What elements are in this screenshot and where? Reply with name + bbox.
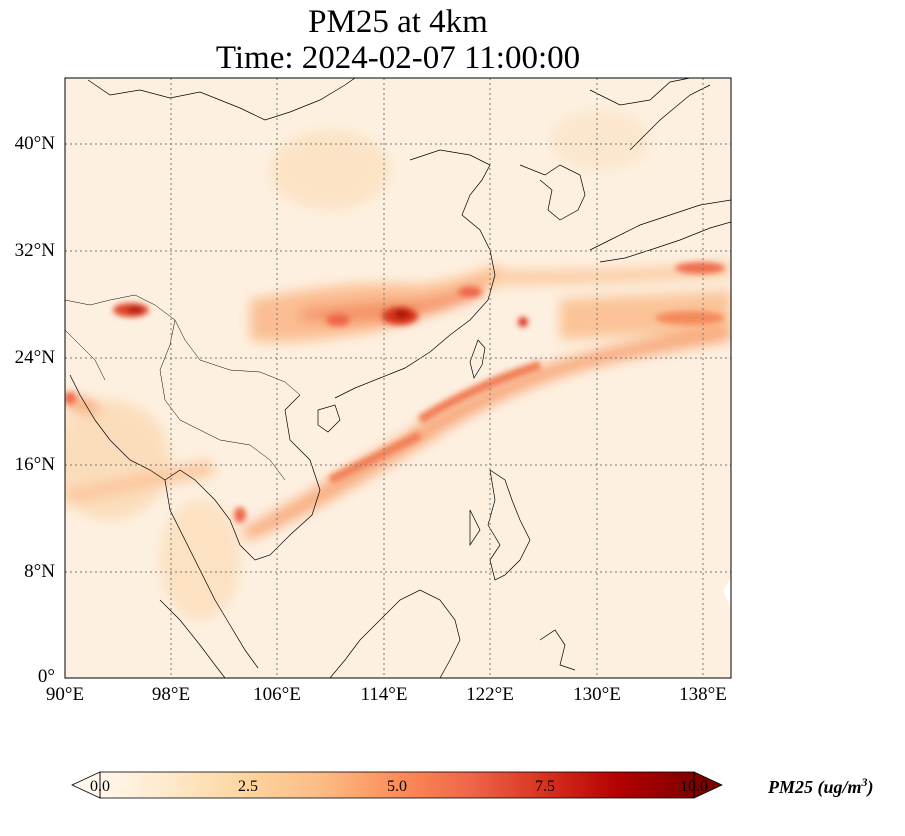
map-title-variable: PM25 at 4km (308, 4, 488, 40)
lon-label-122e: 122°E (466, 684, 514, 705)
lat-label-24n: 24°N (14, 347, 55, 368)
lon-label-90e: 90°E (45, 684, 85, 705)
colorbar-tick-0: 0.0 (90, 778, 110, 795)
colorbar-label-superscript: 3 (861, 775, 868, 789)
colorbar-label: PM25 (ug/m3) (768, 775, 874, 798)
colorbar-tick-2-5: 2.5 (238, 778, 258, 795)
lon-label-98e: 98°E (151, 684, 191, 705)
map-title-time: Time: 2024-02-07 11:00:00 (215, 40, 581, 76)
graticule (65, 78, 731, 678)
lon-label-106e: 106°E (253, 684, 301, 705)
colorbar-tick-10: 10.0 (680, 778, 708, 795)
map-frame (64, 77, 732, 679)
colorbar-tick-5: 5.0 (387, 778, 407, 795)
lat-label-32n: 32°N (14, 240, 55, 261)
lon-label-114e: 114°E (360, 684, 408, 705)
colorbar-label-text: PM25 (ug/m (768, 777, 862, 797)
lat-label-0: 0° (37, 666, 55, 687)
lat-label-16n: 16°N (14, 454, 55, 475)
lon-label-138e: 138°E (679, 684, 727, 705)
colorbar-label-close: ) (867, 777, 874, 797)
pm25-field (65, 78, 731, 678)
lat-label-40n: 40°N (14, 133, 55, 154)
colorbar-tick-7-5: 7.5 (535, 778, 555, 795)
colorbar (71, 771, 723, 799)
lon-label-130e: 130°E (573, 684, 621, 705)
lat-label-8n: 8°N (24, 561, 55, 582)
coastlines (65, 78, 731, 678)
